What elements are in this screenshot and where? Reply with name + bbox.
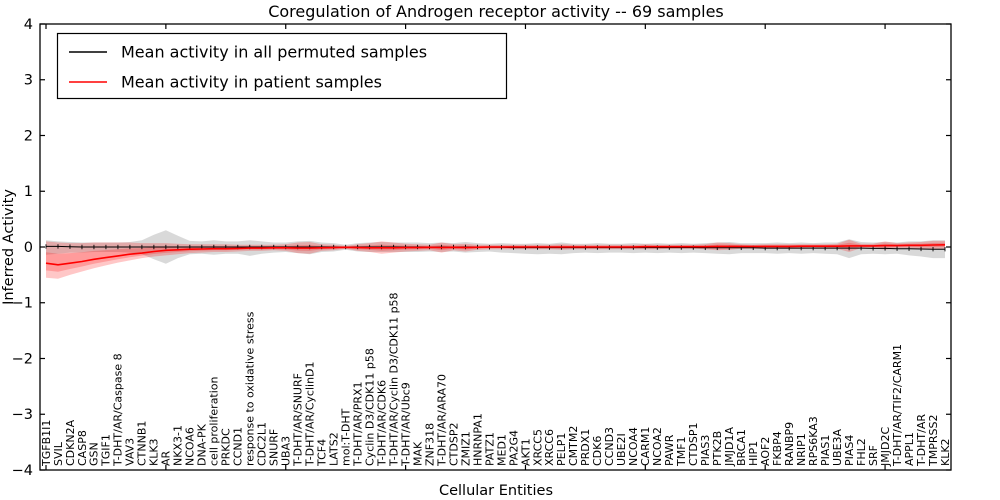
x-category-label: TMF1 (675, 436, 688, 467)
x-category-label: T-DHT/AR/Caspase 8 (112, 353, 125, 467)
x-category-label: T-DHT/AR/SNURF (291, 373, 304, 467)
y-tick-label: 1 (24, 184, 33, 200)
y-axis-label: Inferred Activity (1, 189, 17, 305)
x-category-label: CARM1 (639, 427, 652, 466)
x-category-label: SRF (867, 445, 880, 466)
x-category-label: RPS6KA3 (807, 416, 820, 466)
x-category-label: JMJD1A (723, 427, 736, 467)
x-category-label: PRKDC (220, 428, 233, 466)
x-category-label: CTNNB1 (136, 421, 149, 466)
x-category-label: T-DHT/AR (915, 414, 928, 467)
x-category-label: cell proliferation (208, 376, 221, 466)
y-tick-label: −3 (12, 407, 33, 423)
y-tick-label: 4 (24, 17, 33, 33)
x-category-label: MAK (411, 441, 424, 466)
y-tick-label: 3 (24, 73, 33, 89)
x-category-label: HIP1 (747, 441, 760, 466)
x-category-label: APPL1 (903, 432, 916, 466)
y-tick-label: 2 (24, 128, 33, 144)
y-tick-label: −2 (12, 351, 33, 367)
x-category-label: SVIL (52, 441, 65, 466)
x-category-label: UBE3A (831, 428, 844, 466)
y-tick-label: −1 (12, 296, 33, 312)
x-category-label: UBA3 (279, 436, 292, 466)
series-line-patient (45, 244, 946, 266)
x-category-label: ZNF318 (423, 423, 436, 466)
x-category-label: CDC2L1 (256, 422, 269, 466)
x-category-label: PIAS1 (819, 435, 832, 466)
y-tick-label: −4 (12, 463, 33, 479)
x-category-label: Cyclin D3/CDK11 p58 (363, 348, 376, 466)
x-category-label: ZMIZ1 (459, 431, 472, 466)
x-category-label: CMTM2 (567, 426, 580, 466)
x-category-label: mol:T-DHT (339, 408, 352, 466)
confidence-band-patient (46, 239, 945, 279)
x-category-label: MED1 (495, 434, 508, 466)
x-category-label: SNURF (267, 429, 280, 466)
legend-box (56, 32, 508, 100)
x-category-label: NCOA6 (184, 427, 197, 466)
x-category-label: NCOA4 (627, 427, 640, 466)
x-category-label: VAV3 (124, 438, 137, 466)
x-category-label: T-DHT/AR/Ubc9 (399, 382, 412, 467)
x-category-label: T-DHT/AR/PRX1 (351, 381, 364, 467)
x-category-label: XRCC6 (543, 429, 556, 466)
x-category-label: PA2G4 (507, 430, 520, 466)
x-category-label: CASP8 (76, 430, 89, 466)
x-category-label: T-DHT/AR/Cyclin D3/CDK11 p58 (387, 292, 400, 467)
x-category-label: CDKN2A (64, 419, 77, 466)
x-category-label: TCF4 (315, 439, 328, 467)
x-category-label: XRCC5 (531, 429, 544, 466)
x-category-label: CCND3 (603, 427, 616, 466)
x-category-label: T-DHT/AR/CyclinD1 (303, 361, 316, 467)
y-tick-label: 0 (24, 240, 33, 256)
x-category-label: NKX3-1 (172, 425, 185, 466)
x-category-label: KLK3 (148, 438, 161, 466)
x-category-label: AOF2 (759, 437, 772, 466)
x-category-label: PRDX1 (579, 429, 592, 466)
x-category-label: DNA-PK (196, 423, 209, 466)
x-category-label: PAWR (663, 434, 676, 466)
x-category-label: CTDSP2 (447, 423, 460, 466)
x-category-label: BRCA1 (735, 429, 748, 466)
x-category-label: TGIF1 (100, 434, 113, 467)
x-category-label: KLK2 (939, 438, 952, 466)
x-category-label: FHL2 (855, 438, 868, 466)
x-category-label: CCND1 (232, 427, 245, 466)
x-category-label: FKBP4 (771, 431, 784, 466)
legend: Mean activity in all permuted samples Me… (56, 32, 508, 100)
x-category-label: response to oxidative stress (244, 311, 257, 466)
x-category-label: TGFB1I1 (40, 420, 53, 467)
legend-label-permuted-samples: Mean activity in all permuted samples (121, 43, 427, 62)
x-category-label: T-DHT/AR/TIF2/CARM1 (891, 344, 904, 467)
x-category-label: AKT1 (519, 438, 532, 466)
x-category-label: UBE2I (615, 433, 628, 466)
x-category-label: TMPRSS2 (927, 415, 940, 467)
x-category-label: NCOA2 (651, 427, 664, 466)
x-category-label: NRIP1 (795, 433, 808, 466)
x-category-label: HNRNPA1 (471, 413, 484, 466)
x-category-label: PIAS3 (699, 435, 712, 466)
x-category-label: LATS2 (327, 432, 340, 466)
x-category-label: CDK6 (591, 436, 604, 466)
x-category-label: PATZ1 (483, 432, 496, 466)
x-category-label: PELP1 (555, 433, 568, 466)
x-category-label: AR (160, 450, 173, 466)
x-category-label: PTK2B (711, 431, 724, 466)
legend-label-patient-samples: Mean activity in patient samples (121, 73, 382, 92)
chart-title: Coregulation of Androgen receptor activi… (268, 2, 724, 21)
x-category-label: T-DHT/AR/ARA70 (435, 374, 448, 467)
x-category-label: GSN (88, 442, 101, 466)
x-category-label: CTDSP1 (687, 423, 700, 466)
x-category-label: T-DHT/AR/CDK6 (375, 380, 388, 467)
x-axis-label: Cellular Entities (439, 483, 553, 499)
x-category-label: JMJD2C (879, 427, 892, 467)
x-category-label: PIAS4 (843, 435, 856, 466)
x-category-label: RANBP9 (783, 422, 796, 466)
